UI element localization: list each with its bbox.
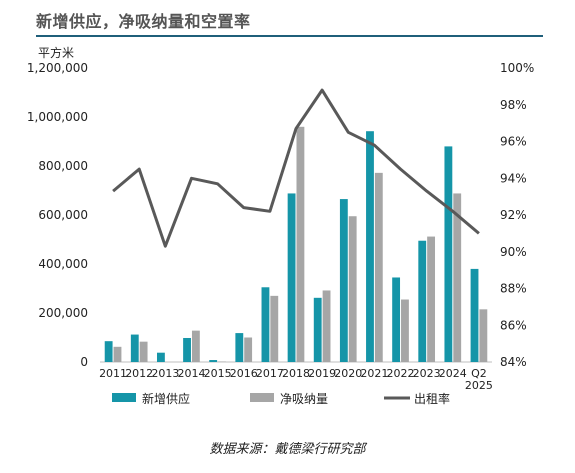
- x-tick-label: 2020: [334, 367, 362, 380]
- bar-supply: [287, 193, 296, 362]
- source-note: 数据来源：戴德梁行研究部: [209, 442, 366, 457]
- y-tick-label: 0: [80, 355, 88, 369]
- y2-tick-label: 92%: [500, 208, 527, 222]
- bar-absorption: [427, 236, 436, 362]
- legend-absorption-swatch: [250, 393, 274, 402]
- y2-tick-label: 94%: [500, 171, 527, 185]
- title-divider: [36, 35, 543, 37]
- legend-supply-swatch: [112, 393, 136, 402]
- x-tick-label: 2016: [230, 367, 258, 380]
- bar-absorption: [244, 337, 253, 362]
- bar-absorption: [296, 126, 305, 362]
- bar-supply: [261, 287, 270, 362]
- x-tick-label: 2015: [204, 367, 232, 380]
- bar-supply: [418, 240, 427, 362]
- x-tick-label: 2019: [308, 367, 336, 380]
- y-tick-label: 1,200,000: [27, 61, 88, 75]
- y2-tick-label: 96%: [500, 135, 527, 149]
- y2-tick-label: 88%: [500, 282, 527, 296]
- x-tick-label: 2024: [439, 367, 467, 380]
- y-axis-unit-label: 平方米: [38, 45, 74, 60]
- x-tick-label: 2022: [387, 367, 415, 380]
- bar-supply: [366, 131, 374, 362]
- y-tick-label: 600,000: [38, 208, 88, 222]
- legend-absorption-label: 净吸纳量: [280, 392, 328, 406]
- y2-tick-label: 86%: [500, 318, 527, 332]
- x-tick-label: 2014: [177, 367, 205, 380]
- legend-occupancy-label: 出租率: [414, 391, 450, 406]
- x-tick-label: 2013: [151, 367, 179, 380]
- x-tick-label: 2017: [256, 367, 284, 380]
- x-tick-label: 2023: [413, 367, 441, 380]
- y-tick-label: 800,000: [38, 159, 88, 173]
- bar-supply: [209, 360, 218, 362]
- y-tick-label: 1,000,000: [27, 110, 88, 124]
- y2-tick-label: 90%: [500, 245, 527, 259]
- bar-absorption: [139, 341, 148, 362]
- bar-supply: [339, 199, 348, 362]
- bar-supply: [183, 337, 191, 362]
- bar-absorption: [479, 309, 488, 362]
- bar-supply: [444, 146, 453, 362]
- y-tick-label: 200,000: [38, 306, 88, 320]
- bar-absorption: [270, 295, 279, 362]
- combo-chart: 平方米 0 200,000 400,000 600,000 800,000 1,000,00…: [27, 45, 534, 406]
- bar-supply: [104, 341, 113, 362]
- y2-tick-label: 84%: [500, 355, 527, 369]
- bar-absorption: [113, 346, 122, 362]
- x-tick-label: 2012: [125, 367, 153, 380]
- legend-supply-label: 新增供应: [142, 391, 190, 406]
- x-tick-label: 2018: [282, 367, 310, 380]
- bar-absorption: [401, 299, 409, 362]
- bar-absorption: [348, 216, 357, 362]
- bar-absorption: [374, 172, 383, 362]
- bar-absorption: [453, 193, 462, 362]
- x-tick-label: Q2 2025: [465, 367, 493, 392]
- y2-tick-label: 98%: [500, 98, 527, 112]
- bar-supply: [470, 268, 479, 362]
- series-line-occupancy: [112, 88, 480, 248]
- bar-supply: [235, 333, 244, 362]
- bar-absorption: [191, 330, 200, 362]
- bar-supply: [392, 277, 401, 362]
- bar-supply: [313, 297, 322, 362]
- x-tick-label: 2021: [360, 367, 388, 380]
- bar-supply: [130, 334, 139, 362]
- y2-tick-label: 100%: [500, 61, 534, 75]
- y-tick-label: 400,000: [38, 257, 88, 271]
- chart-title: 新增供应，净吸纳量和空置率: [36, 12, 251, 31]
- bar-supply: [156, 352, 165, 362]
- bar-absorption: [322, 290, 331, 362]
- x-tick-label: 2011: [99, 367, 127, 380]
